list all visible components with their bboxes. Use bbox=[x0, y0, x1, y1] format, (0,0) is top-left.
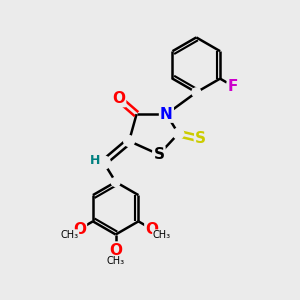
Text: S: S bbox=[195, 131, 206, 146]
Circle shape bbox=[97, 156, 110, 169]
Circle shape bbox=[160, 108, 173, 121]
Circle shape bbox=[111, 178, 120, 186]
Text: CH₃: CH₃ bbox=[61, 230, 79, 240]
Circle shape bbox=[152, 148, 166, 161]
Text: F: F bbox=[228, 79, 238, 94]
Text: N: N bbox=[160, 107, 173, 122]
Circle shape bbox=[173, 128, 184, 139]
Text: O: O bbox=[112, 91, 125, 106]
Text: O: O bbox=[109, 242, 122, 257]
Circle shape bbox=[110, 244, 122, 256]
Text: CH₃: CH₃ bbox=[106, 256, 125, 266]
Circle shape bbox=[194, 132, 207, 146]
Circle shape bbox=[74, 223, 86, 235]
Text: O: O bbox=[146, 222, 158, 237]
Circle shape bbox=[112, 92, 125, 105]
Text: H: H bbox=[90, 154, 100, 167]
Circle shape bbox=[146, 223, 158, 235]
Circle shape bbox=[124, 136, 134, 146]
Circle shape bbox=[192, 88, 201, 97]
Circle shape bbox=[226, 80, 240, 93]
Text: CH₃: CH₃ bbox=[153, 230, 171, 240]
Text: O: O bbox=[73, 222, 86, 237]
Circle shape bbox=[92, 156, 103, 167]
Text: S: S bbox=[154, 147, 164, 162]
